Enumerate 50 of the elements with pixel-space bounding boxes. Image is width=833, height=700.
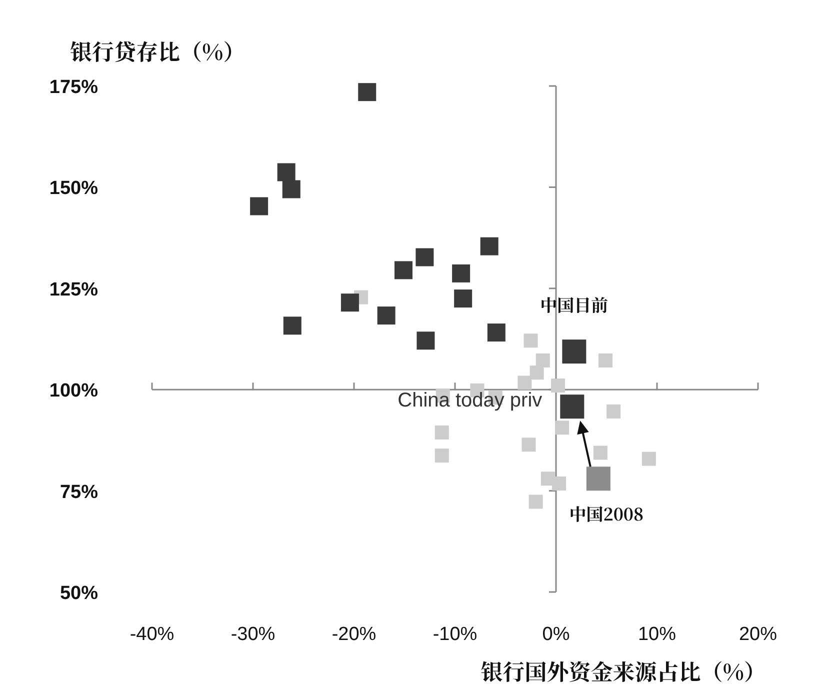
point: [606, 404, 621, 418]
point: [377, 306, 396, 325]
point: [530, 366, 544, 380]
x-tick-label: 10%: [638, 624, 676, 645]
x-tick-label: -10%: [432, 624, 478, 645]
point: [518, 376, 532, 390]
point: [487, 324, 506, 342]
point: [416, 248, 434, 266]
point: [536, 353, 550, 368]
point: [642, 452, 656, 466]
annotation: China today priv: [398, 390, 542, 412]
y-tick-label: 50%: [60, 583, 98, 604]
point: [277, 163, 296, 182]
point: [552, 476, 566, 491]
point: [452, 264, 470, 282]
annotation: 中国目前: [540, 292, 608, 317]
y-tick-label: 75%: [60, 482, 98, 503]
point: [283, 316, 302, 335]
point: [598, 353, 612, 368]
y-tick-label: 125%: [49, 279, 98, 300]
annotation: 中国2008: [569, 500, 644, 526]
point: [250, 197, 268, 216]
point: [480, 237, 498, 256]
point: [394, 261, 412, 280]
y-tick-label: 175%: [49, 77, 98, 98]
point: [593, 446, 608, 460]
y-tick-label: 100%: [49, 380, 98, 402]
point: [416, 332, 435, 350]
point: [454, 290, 472, 308]
x-tick-label: 20%: [738, 624, 778, 645]
x-tick-label: -40%: [130, 624, 174, 645]
point: [555, 420, 570, 435]
x-tick-label: -30%: [230, 624, 276, 645]
x-axis-title: 银行国外资金来源占比（%）: [480, 656, 766, 687]
x-tick-label: -20%: [332, 624, 376, 645]
point: [586, 466, 610, 491]
point: [434, 448, 449, 463]
point: [560, 394, 584, 419]
point: [522, 438, 536, 452]
point: [562, 340, 586, 364]
point: [358, 83, 376, 102]
point: [340, 294, 359, 312]
x-tick-label: 0%: [542, 624, 570, 645]
point: [434, 426, 449, 440]
point: [282, 180, 300, 198]
point: [551, 378, 566, 393]
point: [524, 334, 538, 348]
y-axis-title: 银行贷存比（%）: [70, 36, 246, 67]
point: [528, 494, 543, 509]
y-tick-label: 150%: [49, 178, 98, 200]
